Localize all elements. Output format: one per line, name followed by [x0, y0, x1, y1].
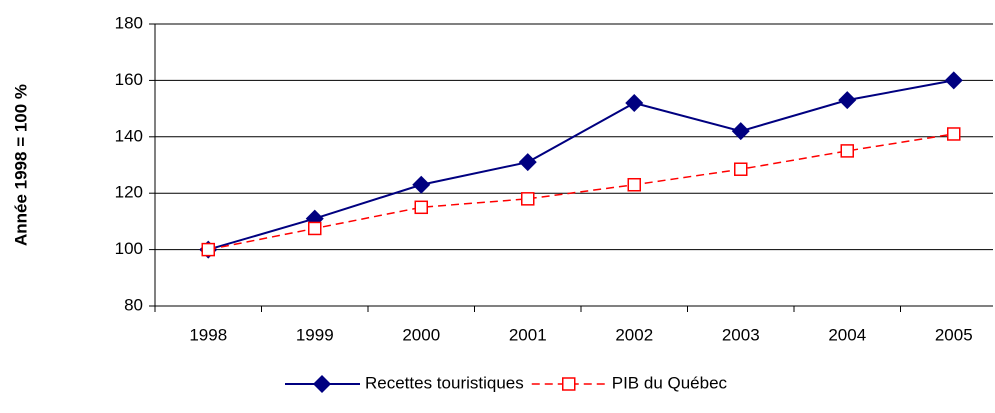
marker	[625, 93, 644, 112]
x-tick-label: 2002	[615, 325, 653, 344]
marker	[414, 200, 428, 215]
x-tick-label: 1998	[189, 325, 227, 344]
series-line	[207, 79, 954, 251]
y-tick-label: 180	[115, 13, 143, 32]
marker	[308, 221, 322, 236]
x-tick-label: 2001	[509, 325, 547, 344]
marker	[627, 177, 641, 192]
legend-marker	[562, 377, 576, 391]
marker	[944, 71, 963, 90]
marker	[840, 144, 854, 158]
y-tick-label: 140	[115, 126, 143, 145]
y-tick-label: 80	[124, 295, 143, 314]
y-axis-label: Année 1998 = 100 %	[11, 84, 30, 246]
marker	[947, 127, 961, 141]
x-tick-label: 2005	[935, 325, 973, 344]
x-tick-label: 2004	[828, 325, 866, 344]
marker	[731, 122, 750, 141]
x-tick-label: 1999	[296, 325, 334, 344]
y-tick-label: 100	[115, 239, 143, 258]
marker	[734, 162, 748, 176]
legend-label: Recettes touristiques	[365, 373, 524, 392]
marker	[521, 192, 535, 206]
marker	[518, 153, 537, 172]
series-line	[208, 133, 954, 251]
legend-marker	[313, 375, 331, 393]
marker	[412, 175, 431, 194]
y-tick-label: 160	[115, 70, 143, 89]
x-tick-label: 2000	[402, 325, 440, 344]
y-tick-label: 120	[115, 183, 143, 202]
marker	[201, 242, 215, 257]
x-tick-label: 2003	[722, 325, 760, 344]
marker	[838, 91, 857, 110]
legend-label: PIB du Québec	[612, 373, 728, 392]
